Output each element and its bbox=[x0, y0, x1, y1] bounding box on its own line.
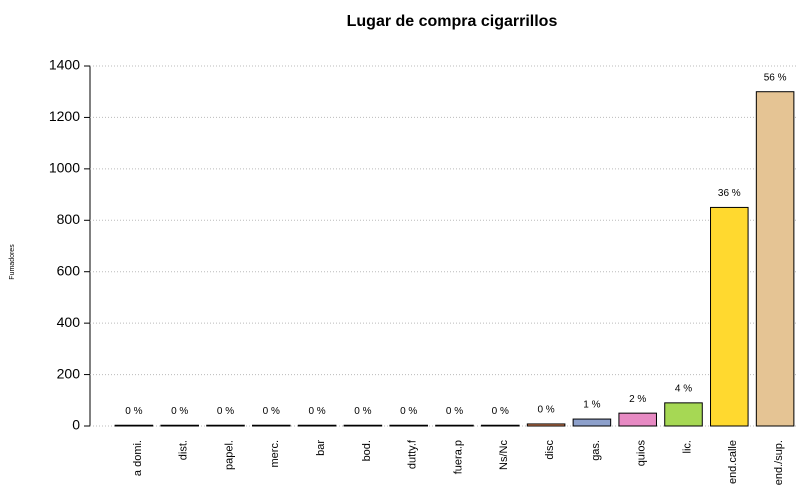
bar bbox=[526, 423, 566, 427]
value-label: 0 % bbox=[308, 406, 325, 417]
x-tick-label: dutty.f bbox=[407, 439, 419, 469]
x-tick-label: bar bbox=[315, 440, 327, 456]
value-label: 0 % bbox=[354, 406, 371, 417]
value-label: 2 % bbox=[629, 394, 646, 405]
value-label: 0 % bbox=[537, 405, 554, 416]
chart-title: Lugar de compra cigarrillos bbox=[347, 13, 558, 30]
bar bbox=[389, 424, 428, 427]
y-tick-label: 1000 bbox=[49, 160, 80, 176]
bar bbox=[481, 424, 520, 427]
y-tick-label: 1400 bbox=[49, 57, 80, 73]
x-tick-label: bod. bbox=[361, 440, 373, 461]
value-label: 0 % bbox=[171, 406, 188, 417]
value-label: 0 % bbox=[125, 406, 142, 417]
x-tick-label: end./sup. bbox=[773, 440, 785, 485]
value-label: 0 % bbox=[263, 406, 280, 417]
value-label: 0 % bbox=[492, 406, 509, 417]
bar bbox=[160, 424, 199, 427]
x-tick-label: fuera.p bbox=[452, 440, 464, 474]
x-tick-label: merc. bbox=[269, 440, 281, 468]
bar bbox=[572, 418, 612, 427]
bar bbox=[343, 424, 383, 427]
x-tick-label: a domi. bbox=[132, 440, 144, 476]
x-tick-label: disc bbox=[544, 440, 556, 460]
bar bbox=[206, 424, 245, 427]
x-tick-label: lic. bbox=[681, 440, 693, 453]
bar bbox=[297, 424, 337, 427]
value-label: 0 % bbox=[217, 406, 234, 417]
bar bbox=[435, 424, 474, 427]
x-tick-label: quios bbox=[636, 440, 648, 467]
value-label: 4 % bbox=[675, 383, 692, 394]
value-label: 36 % bbox=[718, 188, 741, 199]
value-label: 56 % bbox=[764, 72, 787, 83]
bar bbox=[755, 91, 795, 427]
bar bbox=[710, 206, 749, 427]
y-tick-label: 600 bbox=[57, 262, 81, 278]
x-tick-label: papel. bbox=[223, 440, 235, 470]
bar bbox=[114, 424, 154, 427]
value-label: 0 % bbox=[446, 406, 463, 417]
y-tick-label: 800 bbox=[57, 211, 81, 227]
bar bbox=[252, 424, 291, 427]
y-tick-label: 200 bbox=[57, 365, 81, 381]
x-tick-label: dist. bbox=[178, 440, 190, 460]
value-label: 0 % bbox=[400, 406, 417, 417]
y-tick-label: 0 bbox=[72, 417, 80, 433]
y-tick-label: 400 bbox=[57, 314, 81, 330]
x-tick-label: gas. bbox=[590, 440, 602, 461]
bar bbox=[664, 402, 703, 427]
y-tick-label: 1200 bbox=[49, 108, 80, 124]
value-label: 1 % bbox=[583, 400, 600, 411]
bar bbox=[618, 412, 657, 427]
x-tick-label: end.calle bbox=[727, 440, 739, 484]
x-tick-label: Ns/Nc bbox=[498, 440, 510, 470]
y-axis-label: Fumadores bbox=[9, 244, 16, 280]
